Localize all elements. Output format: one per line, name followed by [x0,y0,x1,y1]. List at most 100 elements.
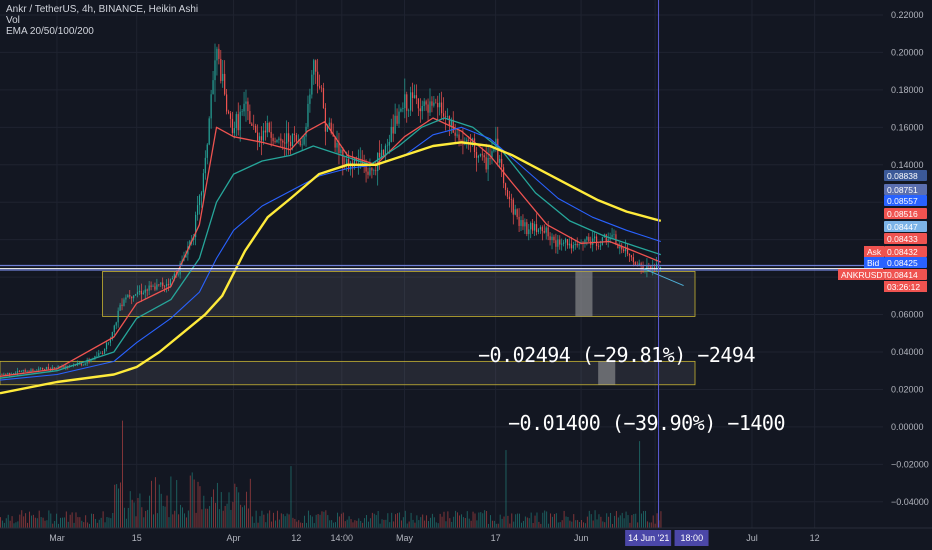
price-tick-label: −0.04000 [891,497,929,507]
volume-bar [393,521,395,528]
candle-body [400,109,402,112]
candle-body [51,367,53,371]
candle-body [566,239,569,246]
volume-bar [360,520,362,528]
candle-body [551,236,553,241]
volume-bar [60,517,61,528]
volume-bar [613,515,615,528]
candle-body [570,243,572,249]
volume-bar [338,516,340,528]
volume-bar [131,499,133,528]
candle-body [588,236,590,242]
volume-bar [158,484,160,528]
candle-body [237,114,239,131]
candle-body [239,111,241,131]
volume-bar [265,522,267,528]
candle-body [200,192,203,196]
candle-body [454,132,456,136]
volume-bar [371,512,373,528]
volume-bar [257,522,259,528]
candle-body [156,284,158,290]
volume-bar [306,522,307,528]
candle-body [257,132,259,142]
price-tag-value: 0.08433 [887,234,918,244]
candle-body [131,296,133,299]
volume-bar [387,513,389,528]
price-tag-name: Ask [867,247,882,257]
volume-bar [300,522,302,528]
volume-bar [619,515,621,528]
price-tag-bg [884,195,927,206]
candle-body [479,154,481,156]
volume-bar [238,492,240,528]
volume-bar [654,523,656,528]
candle-body [82,364,84,366]
volume-bar [546,511,548,528]
candle-body [284,142,286,144]
volume-bar [108,517,110,528]
candle-body [121,304,123,306]
volume-bar [472,511,474,528]
volume-bar [133,502,135,528]
volume-bar [552,516,553,528]
time-tick-label: 12 [810,533,820,543]
candle-body [307,103,309,127]
ema-line [0,126,661,381]
candle-body [535,224,538,233]
candle-body [638,263,640,266]
candle-body [109,338,112,343]
candle-body [229,113,232,119]
candle-body [543,231,545,233]
candle-body [276,139,278,143]
volume-bar [242,507,244,528]
candle-body [40,367,42,369]
candle-body [617,244,619,249]
candle-body [204,157,206,174]
volume-indicator-label[interactable]: Vol [6,15,20,26]
volume-bar [383,519,385,528]
volume-bar [524,516,526,528]
candle-body [442,113,445,117]
candle-body [619,246,621,249]
candle-body [367,171,369,175]
volume-bar [284,516,286,528]
volume-bar [302,523,304,528]
volume-bar [422,514,424,528]
candle-body [208,118,210,145]
time-tick-label: 17 [491,533,501,543]
candle-body [330,122,332,134]
candle-body [287,133,290,142]
candle-body [394,115,396,134]
volume-bar [511,513,513,528]
volume-bar [557,522,559,528]
symbol-title[interactable]: Ankr / TetherUS, 4h, BINANCE, Heikin Ash… [6,4,199,15]
candle-body [293,133,296,136]
candle-body [177,274,179,276]
ema-indicator-label[interactable]: EMA 20/50/100/200 [6,26,94,37]
candle-body [549,236,551,241]
candle-body [599,245,602,247]
candle-body [613,234,615,235]
price-tag-bg [884,269,927,280]
volume-bar [321,511,323,528]
candle-body [537,229,540,233]
volume-bar [402,517,404,528]
time-axis[interactable]: Mar 15 Apr 12 14:00 May 17 Jun 14 Jun '21 18:00 Ju… [0,527,932,550]
candle-body [402,108,404,110]
volume-bar [455,510,457,528]
volume-bar [125,518,127,528]
candle-body [20,371,22,372]
volume-bar [54,520,56,528]
volume-bar [83,522,85,528]
volume-bar [127,507,129,528]
candle-body [96,356,98,357]
volume-bar [7,514,9,528]
candle-body [369,168,371,175]
volume-bar [247,508,249,528]
candle-body [375,170,377,172]
candle-body [441,102,443,114]
time-tick-label: Jun [574,533,589,543]
cursor-time-label: 18:00 [681,533,704,543]
volume-bar [36,518,38,528]
